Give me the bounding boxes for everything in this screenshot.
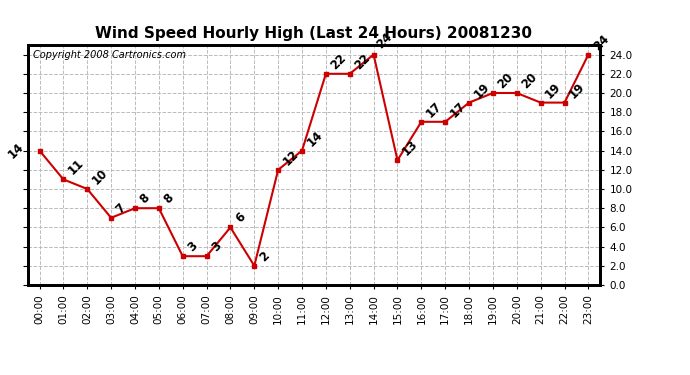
Text: 10: 10 — [90, 166, 110, 187]
Title: Wind Speed Hourly High (Last 24 Hours) 20081230: Wind Speed Hourly High (Last 24 Hours) 2… — [95, 26, 533, 41]
Text: 22: 22 — [328, 51, 349, 72]
Text: 8: 8 — [161, 191, 176, 206]
Text: 24: 24 — [373, 30, 395, 51]
Text: 14: 14 — [6, 140, 26, 161]
Text: Copyright 2008 Cartronics.com: Copyright 2008 Cartronics.com — [33, 50, 186, 60]
Text: 19: 19 — [543, 80, 564, 100]
Text: 8: 8 — [137, 191, 152, 206]
Text: 20: 20 — [495, 70, 516, 91]
Text: 14: 14 — [304, 128, 325, 148]
Text: 19: 19 — [567, 80, 588, 100]
Text: 13: 13 — [400, 138, 420, 158]
Text: 7: 7 — [113, 201, 128, 216]
Text: 17: 17 — [448, 99, 469, 120]
Text: 24: 24 — [591, 32, 611, 53]
Text: 22: 22 — [352, 51, 373, 72]
Text: 12: 12 — [281, 147, 302, 168]
Text: 11: 11 — [66, 157, 86, 177]
Text: 17: 17 — [424, 99, 444, 120]
Text: 3: 3 — [185, 239, 200, 254]
Text: 6: 6 — [233, 210, 248, 225]
Text: 19: 19 — [471, 80, 492, 100]
Text: 3: 3 — [209, 239, 224, 254]
Text: 2: 2 — [257, 249, 272, 264]
Text: 20: 20 — [519, 70, 540, 91]
